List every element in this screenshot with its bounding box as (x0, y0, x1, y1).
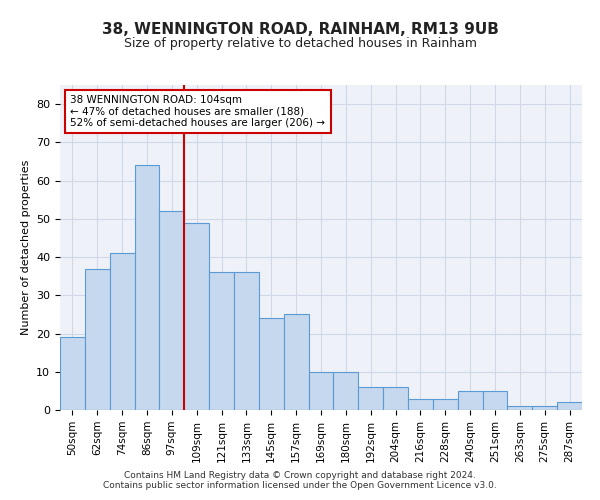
Bar (482, 391, 508, 410)
Bar (110, 253, 134, 410)
Bar (458, 391, 482, 410)
Bar (358, 387, 383, 410)
Bar (85, 268, 110, 410)
Bar (334, 372, 358, 410)
Bar (60, 338, 85, 410)
Bar (557, 402, 582, 410)
Bar (134, 166, 160, 410)
Bar (184, 222, 209, 410)
Text: 38, WENNINGTON ROAD, RAINHAM, RM13 9UB: 38, WENNINGTON ROAD, RAINHAM, RM13 9UB (101, 22, 499, 38)
Bar (308, 372, 334, 410)
Bar (284, 314, 308, 410)
Text: Contains HM Land Registry data © Crown copyright and database right 2024.
Contai: Contains HM Land Registry data © Crown c… (103, 470, 497, 490)
Bar (408, 398, 433, 410)
Bar (209, 272, 234, 410)
Bar (532, 406, 557, 410)
Bar (259, 318, 284, 410)
Bar (433, 398, 458, 410)
Y-axis label: Number of detached properties: Number of detached properties (20, 160, 31, 335)
Bar (383, 387, 408, 410)
Bar (234, 272, 259, 410)
Text: Size of property relative to detached houses in Rainham: Size of property relative to detached ho… (124, 38, 476, 51)
Text: 38 WENNINGTON ROAD: 104sqm
← 47% of detached houses are smaller (188)
52% of sem: 38 WENNINGTON ROAD: 104sqm ← 47% of deta… (70, 94, 325, 128)
Bar (160, 211, 184, 410)
Bar (508, 406, 532, 410)
